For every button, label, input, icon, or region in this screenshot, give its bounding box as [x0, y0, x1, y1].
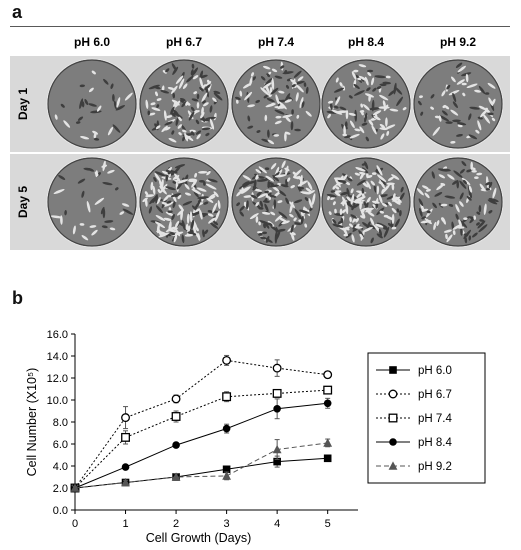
series-line [74, 359, 328, 489]
x-tick-label: 2 [173, 518, 179, 530]
data-point [323, 438, 333, 447]
culture-dish [320, 58, 412, 150]
legend-label: pH 9.2 [418, 461, 452, 473]
series-ph-9-2 [70, 438, 333, 492]
culture-dish [46, 156, 138, 248]
legend-marker [389, 366, 397, 374]
legend-box [367, 352, 486, 484]
culture-dish [412, 58, 504, 150]
column-label: pH 8.4 [348, 35, 384, 49]
legend-marker [388, 461, 398, 470]
data-point [273, 405, 281, 413]
y-tick-label: 12.0 [47, 373, 68, 385]
culture-dish [320, 156, 412, 248]
series-ph-6-7 [70, 354, 333, 493]
row-label: Day 5 [16, 186, 30, 218]
series-line [74, 442, 328, 489]
data-point [121, 463, 130, 471]
x-tick-label: 5 [325, 518, 331, 530]
culture-dish [138, 156, 230, 248]
data-point [222, 465, 231, 474]
column-label: pH 6.7 [166, 35, 202, 49]
data-point [323, 399, 332, 408]
panel-b-letter: b [12, 288, 23, 308]
series-line [74, 389, 328, 489]
row-label: Day 1 [16, 88, 30, 120]
legend-marker [388, 413, 398, 423]
data-point [222, 424, 231, 433]
x-tick-label: 3 [224, 518, 230, 530]
series-line [74, 402, 328, 489]
y-tick-label: 10.0 [47, 395, 68, 407]
column-label: pH 9.2 [440, 35, 476, 49]
series-line [74, 457, 328, 489]
data-point [171, 394, 181, 404]
column-label: pH 7.4 [258, 35, 294, 49]
data-point [323, 454, 332, 463]
data-point [70, 483, 80, 492]
data-point [172, 441, 180, 449]
data-point [273, 457, 281, 466]
y-axis-label: Cell Number (X10⁵) [25, 368, 39, 477]
column-label: pH 6.0 [74, 35, 110, 49]
legend-label: pH 7.4 [418, 413, 452, 425]
data-point [323, 385, 333, 395]
data-point [272, 363, 282, 373]
y-tick-label: 6.0 [53, 439, 68, 451]
x-tick-label: 1 [122, 518, 128, 530]
culture-dish [412, 156, 504, 248]
legend-label: pH 6.0 [418, 365, 452, 377]
data-point [121, 413, 130, 423]
data-point [171, 472, 181, 481]
data-point [323, 370, 333, 380]
data-point [222, 471, 232, 480]
y-tick-label: 0.0 [53, 505, 68, 517]
data-point [121, 477, 130, 487]
culture-dish [230, 58, 322, 150]
culture-dish [46, 58, 138, 150]
data-point [272, 444, 282, 454]
y-tick-label: 16.0 [47, 329, 68, 341]
legend-marker [389, 438, 397, 446]
series-ph-8-4 [71, 397, 332, 492]
data-point [222, 392, 232, 402]
data-point [171, 412, 181, 421]
data-point [121, 432, 130, 442]
culture-dish [138, 58, 230, 150]
y-tick-label: 2.0 [53, 483, 68, 495]
culture-dish-grid: pH 6.0 pH 6.7 pH 7.4 pH 8.4 pH 9.2 Day 1 Day 5 [10, 26, 510, 250]
x-tick-label: 0 [72, 518, 78, 530]
legend-label: pH 8.4 [418, 437, 452, 449]
y-tick-label: 8.0 [53, 417, 68, 429]
growth-line-chart: 0.0 2.0 4.0 6.0 8.0 10.0 12.0 14.0 16.0 0 1 2 3 4 5 Cel… [25, 329, 486, 545]
culture-dish [230, 156, 322, 248]
data-point [222, 355, 232, 365]
y-tick-label: 14.0 [47, 351, 68, 363]
panel-a-letter: a [12, 2, 23, 22]
data-point [272, 388, 282, 398]
legend-marker [388, 389, 398, 399]
x-tick-label: 4 [274, 518, 280, 530]
y-tick-label: 4.0 [53, 461, 68, 473]
legend-label: pH 6.7 [418, 389, 452, 401]
x-axis-label: Cell Growth (Days) [146, 531, 252, 545]
